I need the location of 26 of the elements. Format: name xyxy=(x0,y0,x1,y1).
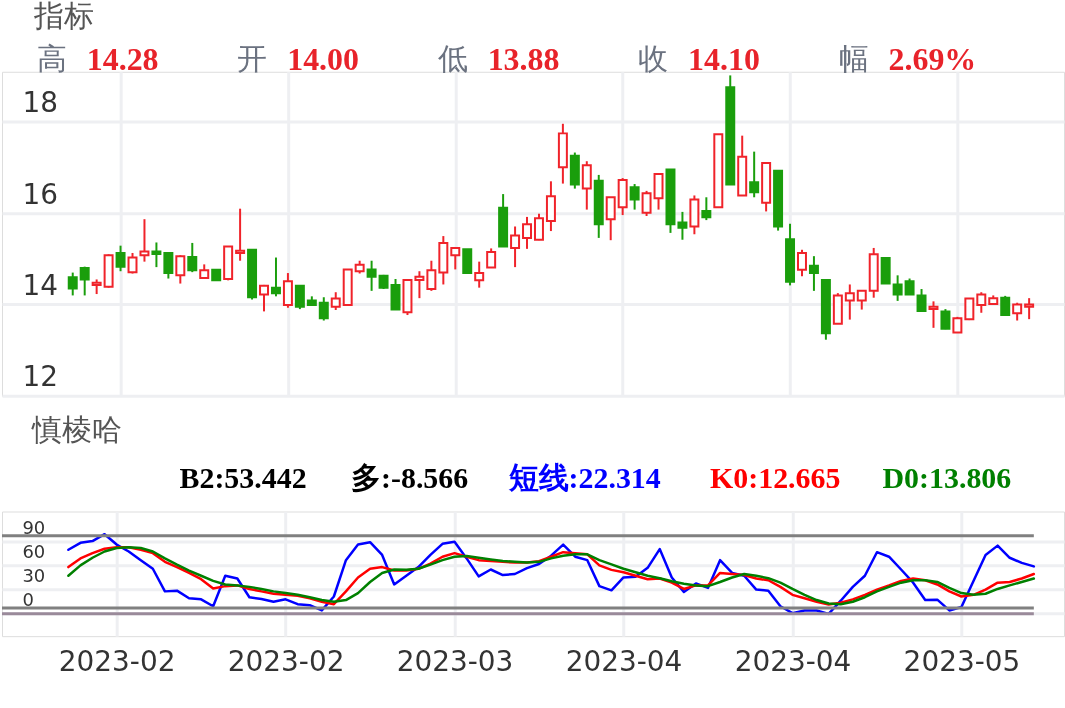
annotation: 高 14.28 xyxy=(36,40,159,77)
x-tick-label: 2023-05 xyxy=(903,644,1021,678)
annotation: 收 14.10 xyxy=(638,40,760,77)
annotation: 幅 2.69% xyxy=(838,40,977,77)
y-tick-label: 12 xyxy=(22,360,58,394)
y-tick-label: 14 xyxy=(22,269,58,303)
y-tick-label: 30 xyxy=(22,565,46,587)
y-tick-label: 0 xyxy=(22,589,34,611)
series-label: 短线:22.314 xyxy=(507,460,661,494)
y-tick-label: 16 xyxy=(22,177,58,211)
y-tick-label: 18 xyxy=(22,86,58,120)
text: B2:53.442 xyxy=(179,460,307,494)
chart-title: 指标 xyxy=(32,0,94,33)
annotation: 低 13.88 xyxy=(437,40,560,77)
x-tick-label: 2023-02 xyxy=(227,644,345,678)
y-tick-label: 90 xyxy=(22,516,46,538)
chart-title: 慎棱哈 xyxy=(31,411,123,447)
text: 多:-8.566 xyxy=(351,460,469,494)
x-tick-label: 2023-03 xyxy=(396,644,514,678)
annotation: 开 14.00 xyxy=(237,40,359,77)
x-tick-label: 2023-02 xyxy=(58,644,176,678)
text: K0:12.665 xyxy=(710,460,841,494)
y-tick-label: 60 xyxy=(22,540,46,562)
x-tick-label: 2023-04 xyxy=(565,644,683,678)
text: D0:13.806 xyxy=(882,460,1012,494)
x-tick-label: 2023-04 xyxy=(734,644,852,678)
